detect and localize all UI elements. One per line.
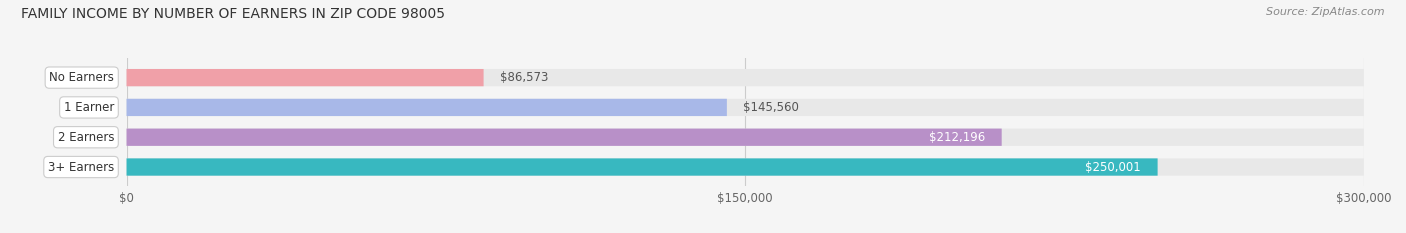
- FancyBboxPatch shape: [127, 158, 1157, 176]
- Text: 1 Earner: 1 Earner: [63, 101, 114, 114]
- Text: No Earners: No Earners: [49, 71, 114, 84]
- Text: $212,196: $212,196: [929, 131, 986, 144]
- FancyBboxPatch shape: [127, 99, 1364, 116]
- FancyBboxPatch shape: [127, 99, 727, 116]
- FancyBboxPatch shape: [127, 158, 1364, 176]
- Text: 3+ Earners: 3+ Earners: [48, 161, 114, 174]
- Text: Source: ZipAtlas.com: Source: ZipAtlas.com: [1267, 7, 1385, 17]
- Text: $145,560: $145,560: [744, 101, 799, 114]
- Text: $86,573: $86,573: [501, 71, 548, 84]
- Text: $250,001: $250,001: [1085, 161, 1142, 174]
- FancyBboxPatch shape: [127, 129, 1364, 146]
- FancyBboxPatch shape: [127, 69, 484, 86]
- FancyBboxPatch shape: [127, 69, 1364, 86]
- Text: FAMILY INCOME BY NUMBER OF EARNERS IN ZIP CODE 98005: FAMILY INCOME BY NUMBER OF EARNERS IN ZI…: [21, 7, 446, 21]
- FancyBboxPatch shape: [127, 129, 1001, 146]
- Text: 2 Earners: 2 Earners: [58, 131, 114, 144]
